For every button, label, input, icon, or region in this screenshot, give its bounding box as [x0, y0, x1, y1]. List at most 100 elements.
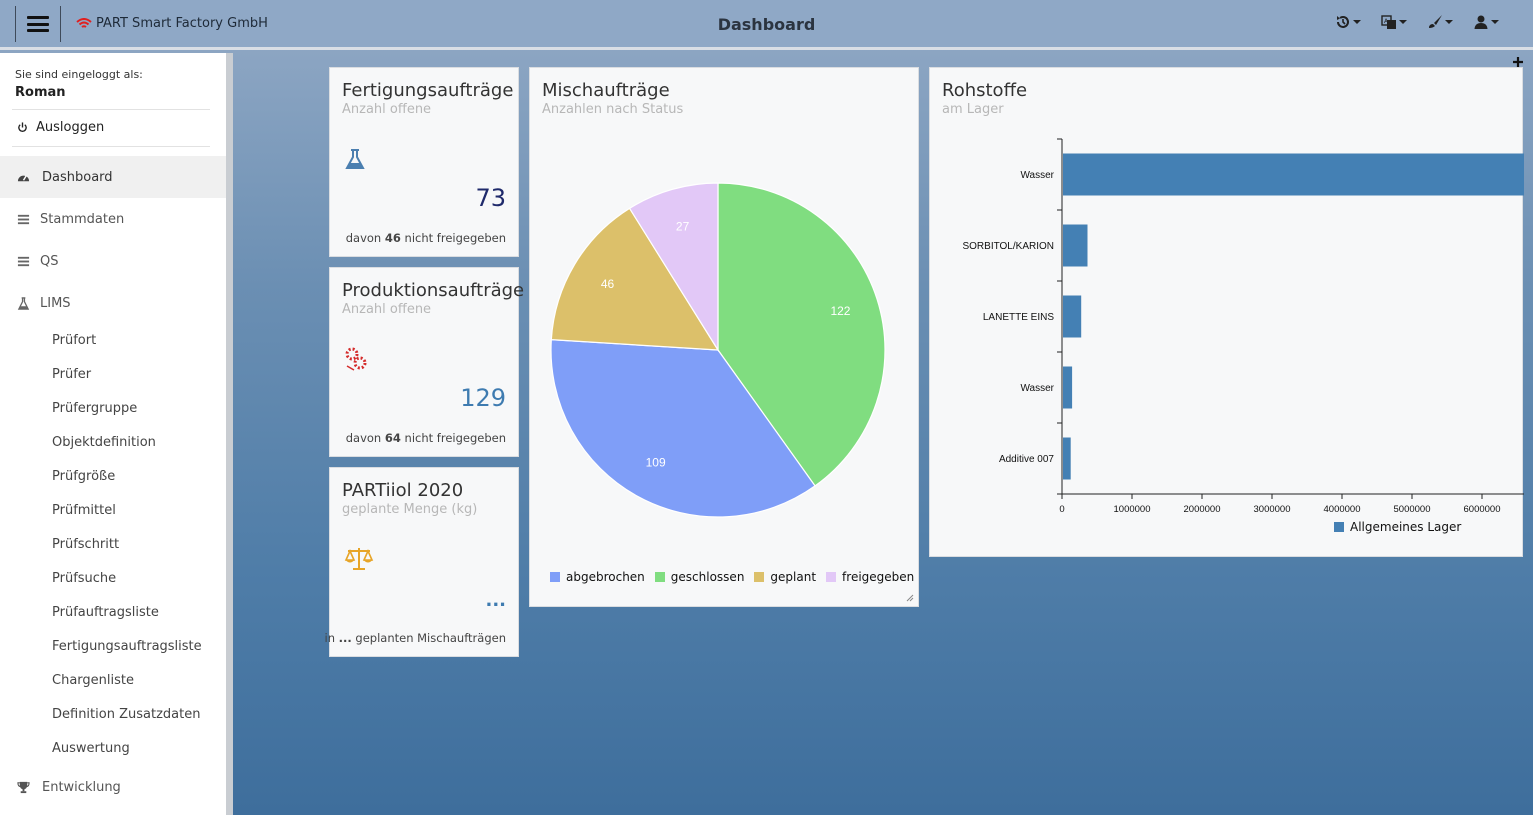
- divider: [12, 109, 210, 110]
- brush-icon: [1429, 15, 1442, 28]
- y-tick-label: LANETTE EINS: [983, 312, 1054, 323]
- sidebar-item-lims[interactable]: LIMS: [0, 282, 226, 324]
- pie-data-label: 27: [676, 219, 690, 233]
- legend-item[interactable]: geplant: [754, 570, 816, 584]
- sidebar-subitem[interactable]: Prüfschritt: [52, 537, 120, 552]
- note-suffix: nicht freigegeben: [404, 431, 506, 445]
- language-menu[interactable]: A: [1381, 14, 1407, 30]
- sidebar-subitem[interactable]: Prüfergruppe: [52, 401, 138, 416]
- y-tick-label: Wasser: [1020, 170, 1054, 181]
- card-fertigungsauftraege[interactable]: Fertigungsaufträge Anzahl offene 73 davo…: [329, 67, 519, 257]
- pie-legend: abgebrochen geschlossen geplant freigegeben: [550, 570, 914, 584]
- legend-item[interactable]: Allgemeines Lager: [1334, 520, 1461, 534]
- card-title: PARTiiol 2020: [342, 480, 464, 501]
- pie-chart: 122 109 46 27: [550, 182, 886, 518]
- history-icon: [1337, 16, 1349, 28]
- note-count: 46: [384, 231, 401, 245]
- pie-slice-abgebrochen[interactable]: [550, 339, 816, 518]
- bar-0[interactable]: [1063, 153, 1524, 196]
- chevron-down-icon: [1491, 20, 1499, 24]
- sidebar-subitem[interactable]: Prüfmittel: [52, 503, 116, 518]
- pie-slice-geschlossen[interactable]: [717, 182, 886, 487]
- panel-rohstoffe[interactable]: Rohstoffe am Lager 0 1000000 2000000 300000…: [929, 67, 1524, 557]
- brand-name: PART Smart Factory GmbH: [96, 16, 268, 31]
- y-tick-label: Additive 007: [999, 454, 1054, 465]
- legend-label: Allgemeines Lager: [1350, 520, 1462, 534]
- bar-2[interactable]: [1063, 295, 1082, 338]
- pie-data-label: 46: [601, 277, 615, 291]
- user-icon: [1474, 15, 1488, 29]
- resize-handle-icon[interactable]: [906, 594, 914, 602]
- sidebar-subitem[interactable]: Objektdefinition: [52, 435, 156, 450]
- card-note: davon 46 nicht freigegeben: [346, 231, 506, 245]
- card-note: in ... geplanten Mischaufträgen: [325, 631, 507, 645]
- svg-text:A: A: [1384, 18, 1389, 25]
- sidebar-subitem[interactable]: Auswertung: [52, 741, 130, 756]
- chart-subtitle: am Lager: [942, 102, 1004, 117]
- pie-slice-freigegeben[interactable]: [628, 182, 719, 353]
- divider: [12, 146, 210, 147]
- list-icon: [17, 214, 30, 224]
- x-tick-label: 3000000: [1254, 504, 1291, 515]
- chart-subtitle: Anzahlen nach Status: [542, 102, 684, 117]
- panel-mischauftraege[interactable]: Mischaufträge Anzahlen nach Status 122 10…: [529, 67, 919, 607]
- sidebar: Sie sind eingeloggt als: Roman Ausloggen…: [0, 53, 226, 815]
- logout-button[interactable]: Ausloggen: [17, 120, 104, 135]
- sidebar-subitem[interactable]: Fertigungsauftragsliste: [52, 639, 202, 654]
- legend-item[interactable]: freigegeben: [826, 570, 914, 584]
- bar-3[interactable]: [1063, 366, 1073, 409]
- card-subtitle: Anzahl offene: [342, 302, 432, 317]
- login-label: Sie sind eingeloggt als:: [15, 68, 143, 81]
- power-icon: [18, 122, 27, 132]
- chart-title: Mischaufträge: [542, 80, 670, 101]
- legend-label: geschlossen: [670, 570, 745, 584]
- note-count: ...: [338, 631, 352, 645]
- sidebar-item-entwicklung[interactable]: Entwicklung: [0, 766, 226, 808]
- bar-4[interactable]: [1063, 437, 1071, 480]
- x-tick-label: 2000000: [1184, 504, 1221, 515]
- sidebar-subitem[interactable]: Prüfgröße: [52, 469, 116, 484]
- wifi-icon: [76, 17, 92, 28]
- hamburger-icon: [27, 16, 49, 32]
- sidebar-scroll-edge[interactable]: [226, 53, 233, 815]
- pie-data-label: 122: [830, 304, 850, 318]
- trophy-icon: [17, 781, 30, 793]
- legend-swatch: [826, 572, 837, 582]
- legend-item[interactable]: abgebrochen: [550, 570, 645, 584]
- chevron-down-icon: [1353, 20, 1361, 24]
- menu-toggle-button[interactable]: [15, 6, 61, 42]
- history-menu[interactable]: [1335, 14, 1361, 30]
- theme-menu[interactable]: [1427, 14, 1453, 30]
- sidebar-item-label: QS: [40, 253, 59, 269]
- note-prefix: davon: [345, 431, 382, 445]
- top-bar: PART Smart Factory GmbH Dashboard A: [0, 0, 1533, 50]
- sidebar-item-stammdaten[interactable]: Stammdaten: [0, 198, 226, 240]
- note-suffix: geplanten Mischaufträgen: [355, 631, 506, 645]
- card-produktionsauftraege[interactable]: Produktionsaufträge Anzahl offene 129 da…: [329, 267, 524, 457]
- card-subtitle: geplante Menge (kg): [342, 502, 478, 517]
- bar-1[interactable]: [1063, 224, 1088, 267]
- flask-icon: [345, 149, 365, 169]
- sidebar-item-dashboard[interactable]: Dashboard: [0, 156, 226, 198]
- bar-legend: Allgemeines Lager: [1334, 520, 1461, 534]
- sidebar-item-qs[interactable]: QS: [0, 240, 226, 282]
- legend-swatch: [754, 572, 765, 582]
- legend-swatch: [654, 572, 665, 582]
- sidebar-subitem[interactable]: Prüfsuche: [52, 571, 117, 586]
- sidebar-subitem[interactable]: Definition Zusatzdaten: [52, 707, 201, 722]
- card-title: Fertigungsaufträge: [342, 80, 514, 101]
- sidebar-subitem[interactable]: Chargenliste: [52, 673, 134, 688]
- sidebar-subitem[interactable]: Prüfort: [52, 333, 97, 348]
- card-partiiol-2020[interactable]: PARTiiol 2020 geplante Menge (kg) ... in…: [325, 467, 519, 657]
- y-tick-label: SORBITOL/KARION: [962, 241, 1054, 252]
- sidebar-subitem[interactable]: Prüfer: [52, 367, 92, 382]
- add-widget-icon[interactable]: [1512, 56, 1524, 68]
- legend-item[interactable]: geschlossen: [654, 570, 745, 584]
- brand[interactable]: PART Smart Factory GmbH: [76, 16, 268, 31]
- note-suffix: nicht freigegeben: [404, 231, 506, 245]
- sidebar-subitem[interactable]: Prüfauftragsliste: [52, 605, 159, 620]
- legend-swatch: [550, 572, 560, 582]
- pie-slice-geplant[interactable]: [550, 207, 720, 351]
- card-value: 129: [460, 384, 506, 412]
- user-menu[interactable]: [1473, 14, 1499, 30]
